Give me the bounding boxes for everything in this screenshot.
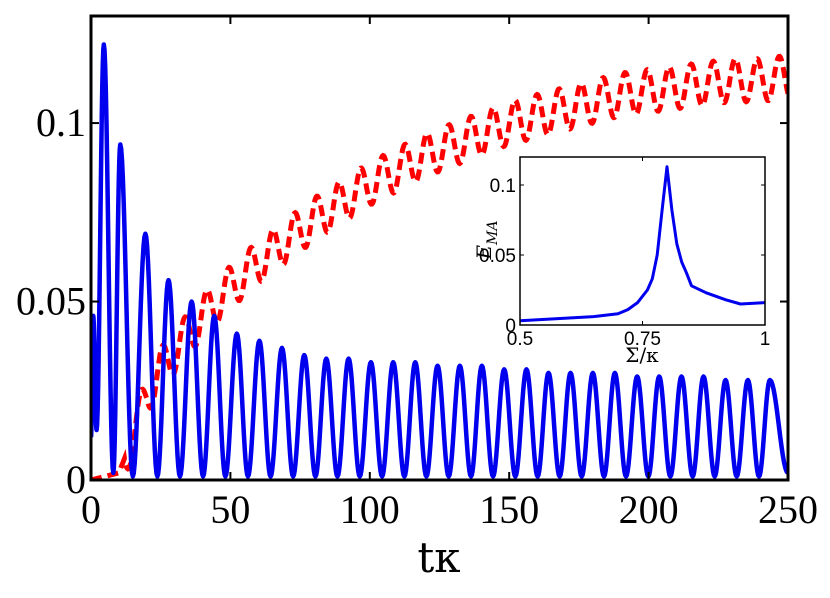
- main-plot: 0 50 100 150 200 250 0 0.05 0.1 tκ: [16, 14, 818, 582]
- inset-y-tick-label: 0.05: [479, 246, 516, 267]
- x-tick-label: 250: [758, 487, 818, 532]
- inset-y-axis-title-main: E: [472, 245, 496, 261]
- inset-y-tick-label: 0: [505, 316, 516, 337]
- inset-series-line: [520, 165, 765, 323]
- y-tick-label: 0.05: [16, 279, 86, 324]
- y-tick-label: 0.1: [36, 100, 86, 145]
- x-tick-label: 200: [619, 487, 679, 532]
- x-tick-label: 0: [81, 487, 101, 532]
- main-series: [91, 42, 788, 480]
- inset-tick-labels: 0.5 0.75 1 0 0.05 0.1: [479, 176, 770, 350]
- inset-x-tick-label: 1: [760, 329, 771, 350]
- x-tick-label: 100: [340, 487, 400, 532]
- main-tick-labels: 0 50 100 150 200 250 0 0.05 0.1: [16, 100, 818, 532]
- inset-y-tick-label: 0.1: [490, 176, 516, 197]
- inset-x-tick-label: 0.75: [624, 329, 661, 350]
- main-axes-frame: [89, 14, 790, 482]
- x-tick-label: 50: [210, 487, 250, 532]
- inset-x-tick-label: 0.5: [507, 329, 533, 350]
- main-x-axis-title: tκ: [417, 533, 460, 582]
- inset-y-axis-title: EMA: [472, 220, 501, 260]
- inset-series: [520, 165, 765, 323]
- series-blue-solid: [91, 42, 788, 479]
- inset-y-axis-title-sub: MA: [485, 220, 501, 245]
- y-tick-label: 0: [66, 457, 86, 502]
- x-tick-label: 150: [479, 487, 539, 532]
- inset-plot: 0.5 0.75 1 0 0.05 0.1 EMA Σ/κ: [472, 156, 770, 367]
- series-red-dashed: [91, 53, 788, 480]
- inset-axes-frame: [519, 156, 766, 326]
- inset-x-axis-title: Σ/κ: [625, 343, 659, 367]
